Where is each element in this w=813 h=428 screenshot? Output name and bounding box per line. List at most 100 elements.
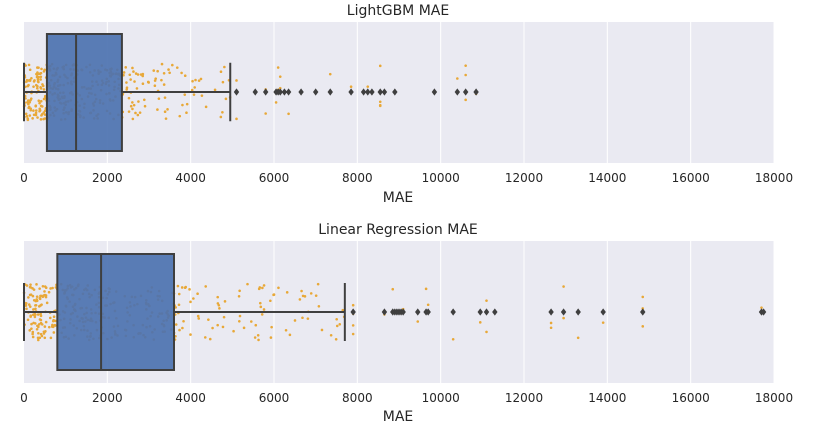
strip-point: [134, 72, 138, 75]
strip-point: [162, 83, 166, 86]
strip-point: [36, 324, 39, 328]
strip-point: [35, 73, 39, 76]
strip-point: [285, 291, 289, 294]
strip-point: [38, 109, 41, 113]
strip-point: [28, 79, 32, 82]
strip-point: [136, 73, 140, 76]
strip-point: [32, 80, 36, 83]
strip-point: [196, 314, 200, 318]
strip-point: [143, 104, 147, 108]
outlier-point: [575, 308, 581, 316]
strip-point: [33, 322, 37, 325]
strip-point: [39, 312, 42, 316]
strip-point: [27, 105, 31, 109]
strip-point: [287, 112, 290, 116]
strip-point: [189, 300, 192, 304]
strip-point: [426, 303, 430, 307]
strip-point: [28, 285, 32, 289]
outlier-point: [473, 88, 479, 96]
strip-point: [141, 82, 145, 86]
outlier-point: [450, 308, 456, 316]
x-ticks: 0 2000 4000 6000 8000 10000 12000 14000 16000 180…: [20, 391, 793, 405]
strip-point: [301, 294, 305, 298]
strip-point: [26, 99, 30, 102]
strip-point: [199, 77, 203, 81]
strip-point: [133, 80, 136, 83]
strip-point: [37, 66, 40, 69]
strip-point: [131, 66, 134, 70]
strip-point: [49, 287, 52, 290]
strip-point: [298, 298, 302, 301]
strip-point: [188, 288, 191, 291]
strip-point: [38, 297, 42, 301]
strip-point: [249, 320, 253, 323]
strip-point: [576, 336, 580, 340]
strip-point: [37, 75, 40, 79]
strip-point: [27, 102, 30, 106]
strip-point: [378, 103, 382, 107]
strip-point: [136, 113, 140, 117]
strip-point: [43, 94, 47, 98]
outlier-point: [454, 88, 461, 96]
strip-point: [31, 117, 34, 120]
strip-point: [549, 326, 553, 330]
strip-point: [38, 107, 42, 111]
strip-point: [127, 110, 131, 113]
strip-point: [238, 289, 241, 293]
strip-point: [338, 322, 342, 326]
strip-point: [257, 287, 261, 291]
strip-point: [276, 66, 280, 69]
strip-point: [562, 316, 565, 320]
strip-point: [194, 78, 197, 82]
strip-point: [378, 100, 382, 104]
strip-point: [191, 79, 194, 83]
strip-point: [178, 114, 182, 118]
strip-point: [335, 324, 339, 328]
strip-point: [163, 110, 167, 114]
strip-point: [39, 75, 43, 79]
strip-point: [34, 307, 37, 311]
strip-point: [351, 332, 355, 336]
strip-point: [34, 83, 38, 87]
strip-point: [39, 86, 42, 89]
strip-point: [253, 336, 257, 339]
outlier-point: [425, 308, 431, 316]
x-tick-label: 0: [20, 171, 28, 185]
strip-point: [335, 317, 338, 321]
strip-point: [42, 88, 46, 91]
strip-point: [549, 321, 553, 325]
strip-point: [49, 336, 53, 340]
outlier-point: [327, 88, 333, 96]
x-axis-label: MAE: [383, 190, 414, 206]
strip-point: [208, 337, 212, 341]
strip-point: [641, 325, 645, 328]
strip-point: [485, 299, 488, 302]
outliers: [233, 88, 479, 96]
strip-point: [132, 70, 135, 73]
boxplot: [23, 253, 346, 371]
outlier-point: [277, 88, 283, 96]
strip-point: [146, 80, 150, 84]
strip-point: [143, 98, 146, 102]
x-tick-label: 4000: [175, 171, 206, 185]
strip-point: [232, 329, 235, 333]
outlier-point: [233, 88, 240, 96]
strip-point: [216, 295, 220, 299]
strip-point: [203, 336, 207, 339]
strip-point: [288, 333, 292, 337]
strip-point: [32, 109, 35, 112]
strip-point: [246, 282, 249, 286]
strip-point: [238, 314, 242, 318]
strip-point: [193, 86, 196, 89]
strip-point: [54, 324, 57, 327]
strip-point: [34, 104, 38, 108]
x-tick-label: 10000: [422, 171, 460, 185]
strip-point: [224, 97, 228, 101]
strip-point: [242, 326, 246, 330]
strip-point: [30, 76, 33, 80]
strip-point: [464, 98, 467, 102]
outliers: [350, 308, 767, 316]
strip-point: [24, 302, 28, 305]
strip-point: [235, 117, 238, 121]
strip-point: [272, 293, 276, 296]
